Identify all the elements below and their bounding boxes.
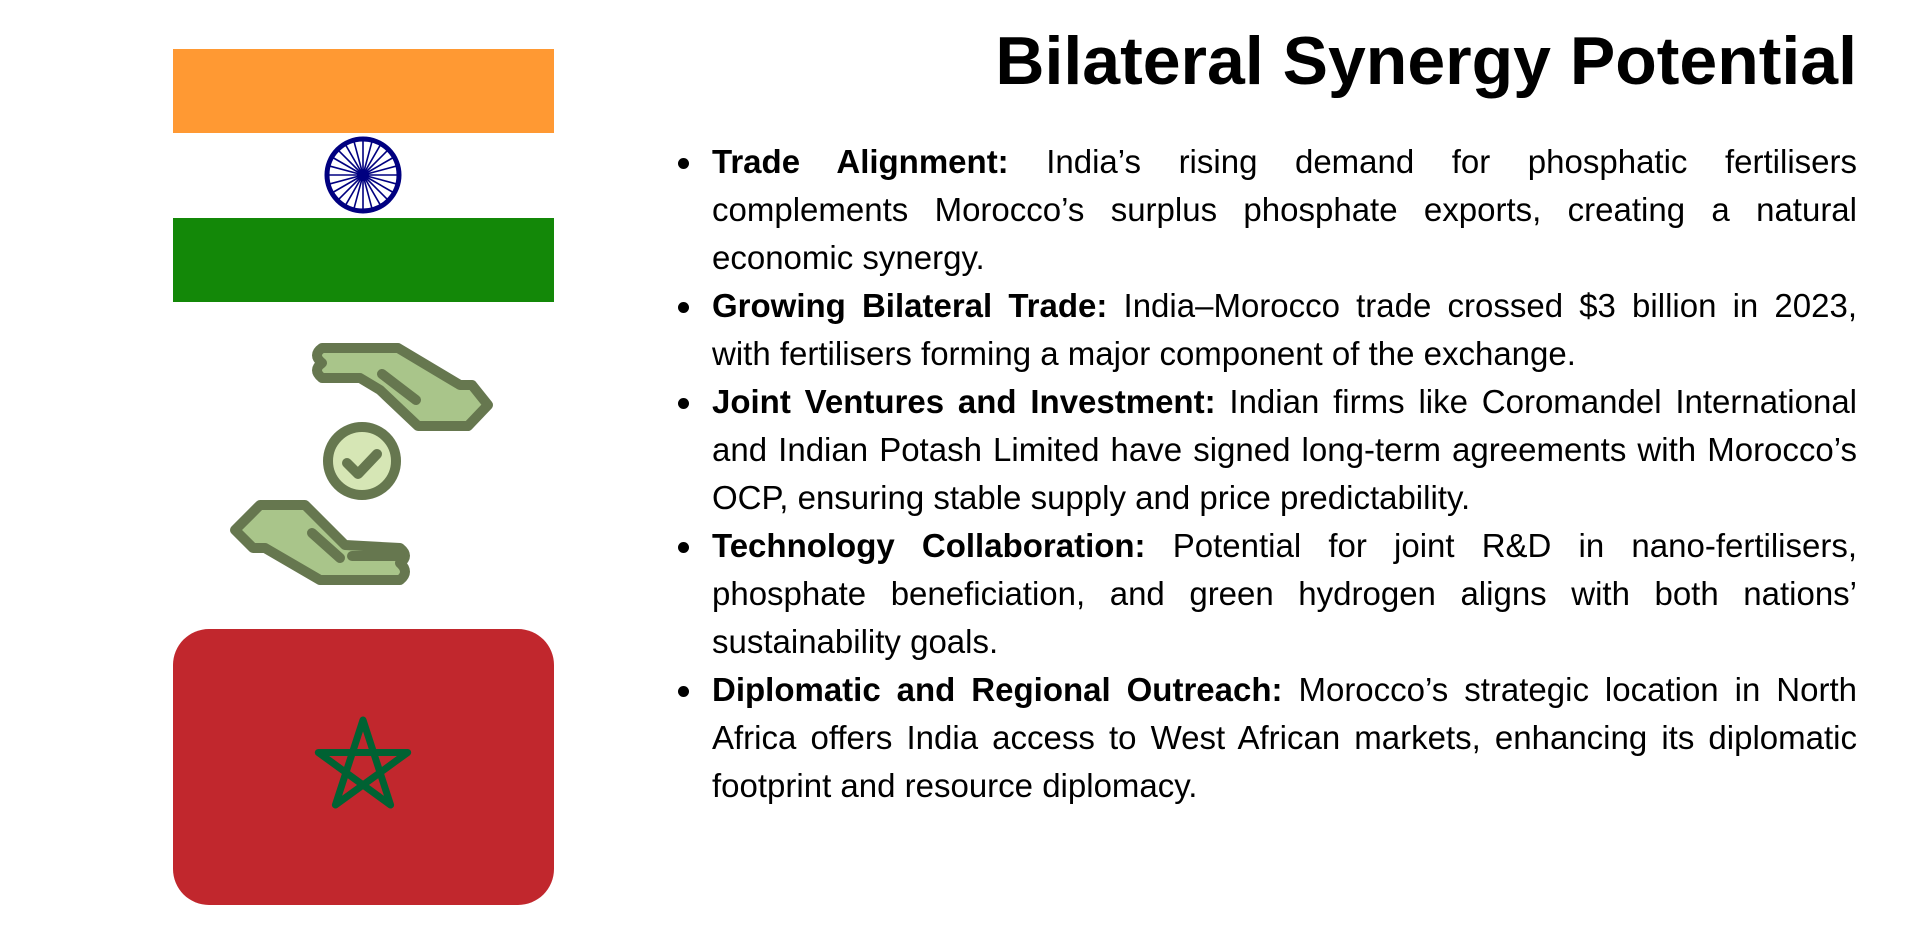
item-text: Potential for joint R&D in nano-fertilis…	[712, 527, 1858, 660]
chakra-spoke	[362, 174, 388, 200]
item-heading: Technology Collaboration:	[712, 527, 1146, 564]
chakra-spoke	[362, 157, 393, 176]
chakra-spoke	[362, 174, 381, 206]
bullet-icon	[678, 302, 689, 313]
star-icon	[314, 716, 412, 809]
chakra-spoke	[362, 175, 373, 209]
page-title: Bilateral Synergy Potential	[995, 23, 1857, 99]
item-heading: Trade Alignment:	[712, 143, 1009, 180]
chakra-spoke	[362, 150, 388, 176]
chakra-spoke	[329, 165, 364, 177]
chakra-spoke	[362, 165, 397, 177]
chakra-spoke	[338, 150, 364, 176]
item-heading: Growing Bilateral Trade:	[712, 287, 1108, 324]
bullet-list: Trade Alignment: India’s rising demand f…	[676, 138, 1857, 810]
item-text: Indian firms like Coromandel Internation…	[712, 383, 1857, 516]
item-text: Morocco’s strategic location in North Af…	[712, 671, 1857, 804]
chakra-spoke	[353, 175, 364, 209]
bullet-icon	[678, 686, 689, 697]
list-item: Diplomatic and Regional Outreach: Morocc…	[676, 666, 1857, 810]
chakra-spoke	[333, 174, 364, 193]
item-text: India–Morocco trade crossed $3 billion i…	[712, 287, 1857, 372]
item-text: India’s rising demand for phosphatic fer…	[712, 143, 1857, 276]
chakra-spoke	[362, 174, 393, 193]
chakra-spoke	[333, 157, 364, 176]
bullet-icon	[678, 398, 689, 409]
chakra-spoke	[345, 174, 364, 206]
chakra-spoke	[338, 174, 364, 200]
chakra-spoke	[362, 142, 373, 176]
chakra-spoke	[329, 174, 364, 185]
chakra-spoke	[362, 174, 397, 185]
india-flag	[173, 49, 554, 302]
item-heading: Diplomatic and Regional Outreach:	[712, 671, 1283, 708]
ashoka-chakra-icon	[324, 136, 402, 214]
list-item: Technology Collaboration: Potential for …	[676, 522, 1857, 666]
list-item: Joint Ventures and Investment: Indian fi…	[676, 378, 1857, 522]
list-item: Growing Bilateral Trade: India–Morocco t…	[676, 282, 1857, 378]
chakra-spoke	[362, 145, 381, 176]
morocco-flag	[173, 629, 554, 905]
chakra-spoke	[345, 145, 364, 176]
handshake-agreement-icon	[230, 343, 493, 585]
bullet-icon	[678, 542, 689, 553]
item-heading: Joint Ventures and Investment:	[712, 383, 1216, 420]
bullet-icon	[678, 158, 689, 169]
list-item: Trade Alignment: India’s rising demand f…	[676, 138, 1857, 282]
chakra-spoke	[353, 142, 364, 176]
